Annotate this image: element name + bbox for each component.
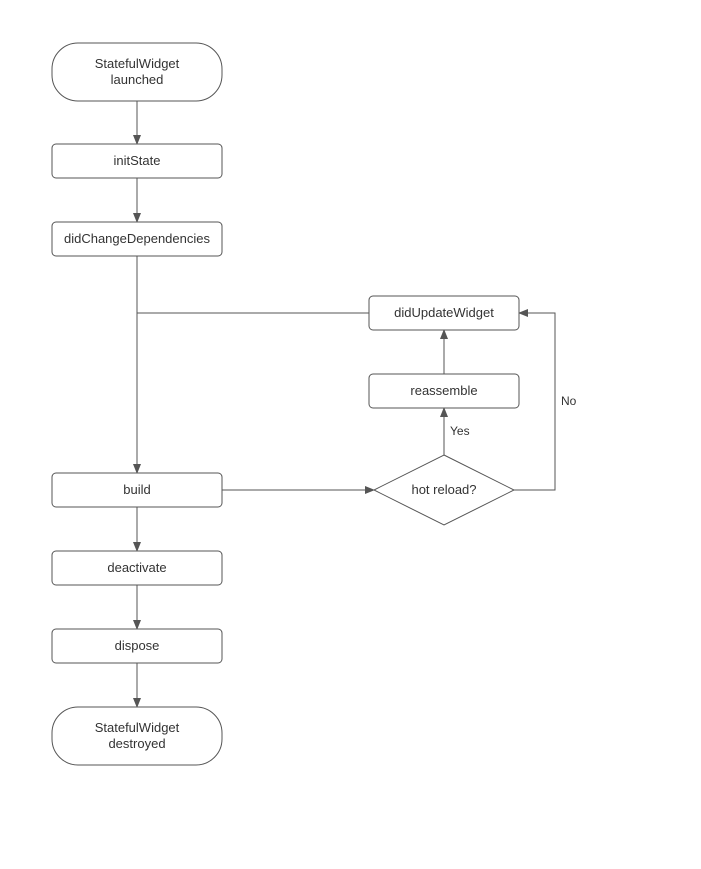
- node-label-hotReload-line0: hot reload?: [411, 482, 476, 497]
- node-label-dispose-line0: dispose: [115, 638, 160, 653]
- node-label-didChangeDeps-line0: didChangeDependencies: [64, 231, 211, 246]
- node-label-didUpdateWidget-line0: didUpdateWidget: [394, 305, 494, 320]
- node-label-deactivate-line0: deactivate: [107, 560, 166, 575]
- node-label-build-line0: build: [123, 482, 150, 497]
- node-label-destroyed-line1: destroyed: [108, 736, 165, 751]
- flowchart-diagram: YesNo StatefulWidgetlaunchedinitStatedid…: [0, 0, 701, 869]
- node-label-launched-line1: launched: [111, 72, 164, 87]
- node-label-reassemble-line0: reassemble: [410, 383, 477, 398]
- edge-label-no: No: [561, 394, 577, 408]
- node-label-destroyed-line0: StatefulWidget: [95, 720, 180, 735]
- node-label-initState-line0: initState: [114, 153, 161, 168]
- node-label-launched-line0: StatefulWidget: [95, 56, 180, 71]
- edge-label-yes: Yes: [450, 424, 470, 438]
- edge-hotReload-to-didUpdateWidget-no: [514, 313, 555, 490]
